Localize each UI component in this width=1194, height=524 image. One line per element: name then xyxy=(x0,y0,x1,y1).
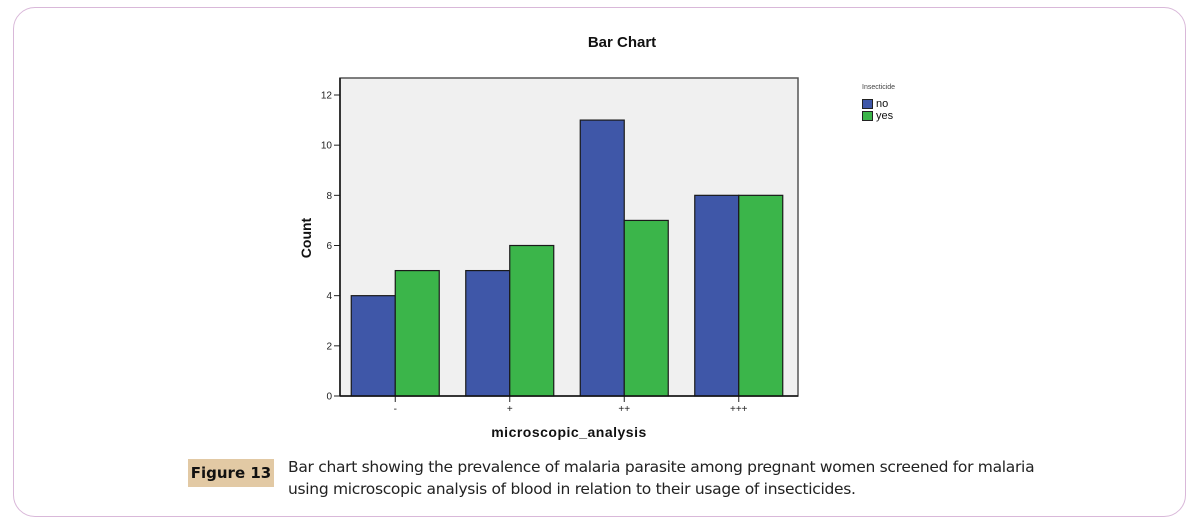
y-tick-label: 0 xyxy=(326,392,332,403)
x-tick-label: - xyxy=(394,404,397,415)
bar-yes-2 xyxy=(623,219,669,397)
bar-no-0 xyxy=(350,295,396,397)
legend-swatch-no xyxy=(862,99,873,109)
bar-yes-3 xyxy=(738,194,784,397)
legend-item-yes: yes xyxy=(862,110,893,122)
x-axis-label: microscopic_analysis xyxy=(491,424,647,440)
bar-no-1 xyxy=(465,269,511,397)
figure-frame xyxy=(13,7,1186,517)
x-tick-label: +++ xyxy=(730,404,748,415)
figure-caption: Bar chart showing the prevalence of mala… xyxy=(288,458,1035,498)
legend-title: Insecticide xyxy=(862,84,896,91)
bar-yes-0 xyxy=(394,269,440,397)
chart-title: Bar Chart xyxy=(587,34,657,51)
x-tick-label: + xyxy=(507,404,513,415)
figure-label: Figure 13 xyxy=(188,459,274,487)
y-tick-label: 2 xyxy=(326,341,332,352)
bar-no-3 xyxy=(694,194,740,397)
y-tick-label: 8 xyxy=(326,191,332,202)
y-tick-label: 6 xyxy=(326,241,332,252)
y-axis-label: Count xyxy=(298,217,314,258)
y-tick-label: 12 xyxy=(321,91,333,102)
bar-no-2 xyxy=(579,119,625,397)
x-tick-label: ++ xyxy=(618,404,630,415)
y-tick-label: 10 xyxy=(321,141,333,152)
bar-yes-1 xyxy=(509,244,555,397)
y-tick-label: 4 xyxy=(326,291,332,302)
legend-item-no: no xyxy=(862,98,888,110)
legend-label-yes: yes xyxy=(876,110,894,122)
legend-label-no: no xyxy=(876,98,889,110)
legend-swatch-yes xyxy=(862,111,873,121)
